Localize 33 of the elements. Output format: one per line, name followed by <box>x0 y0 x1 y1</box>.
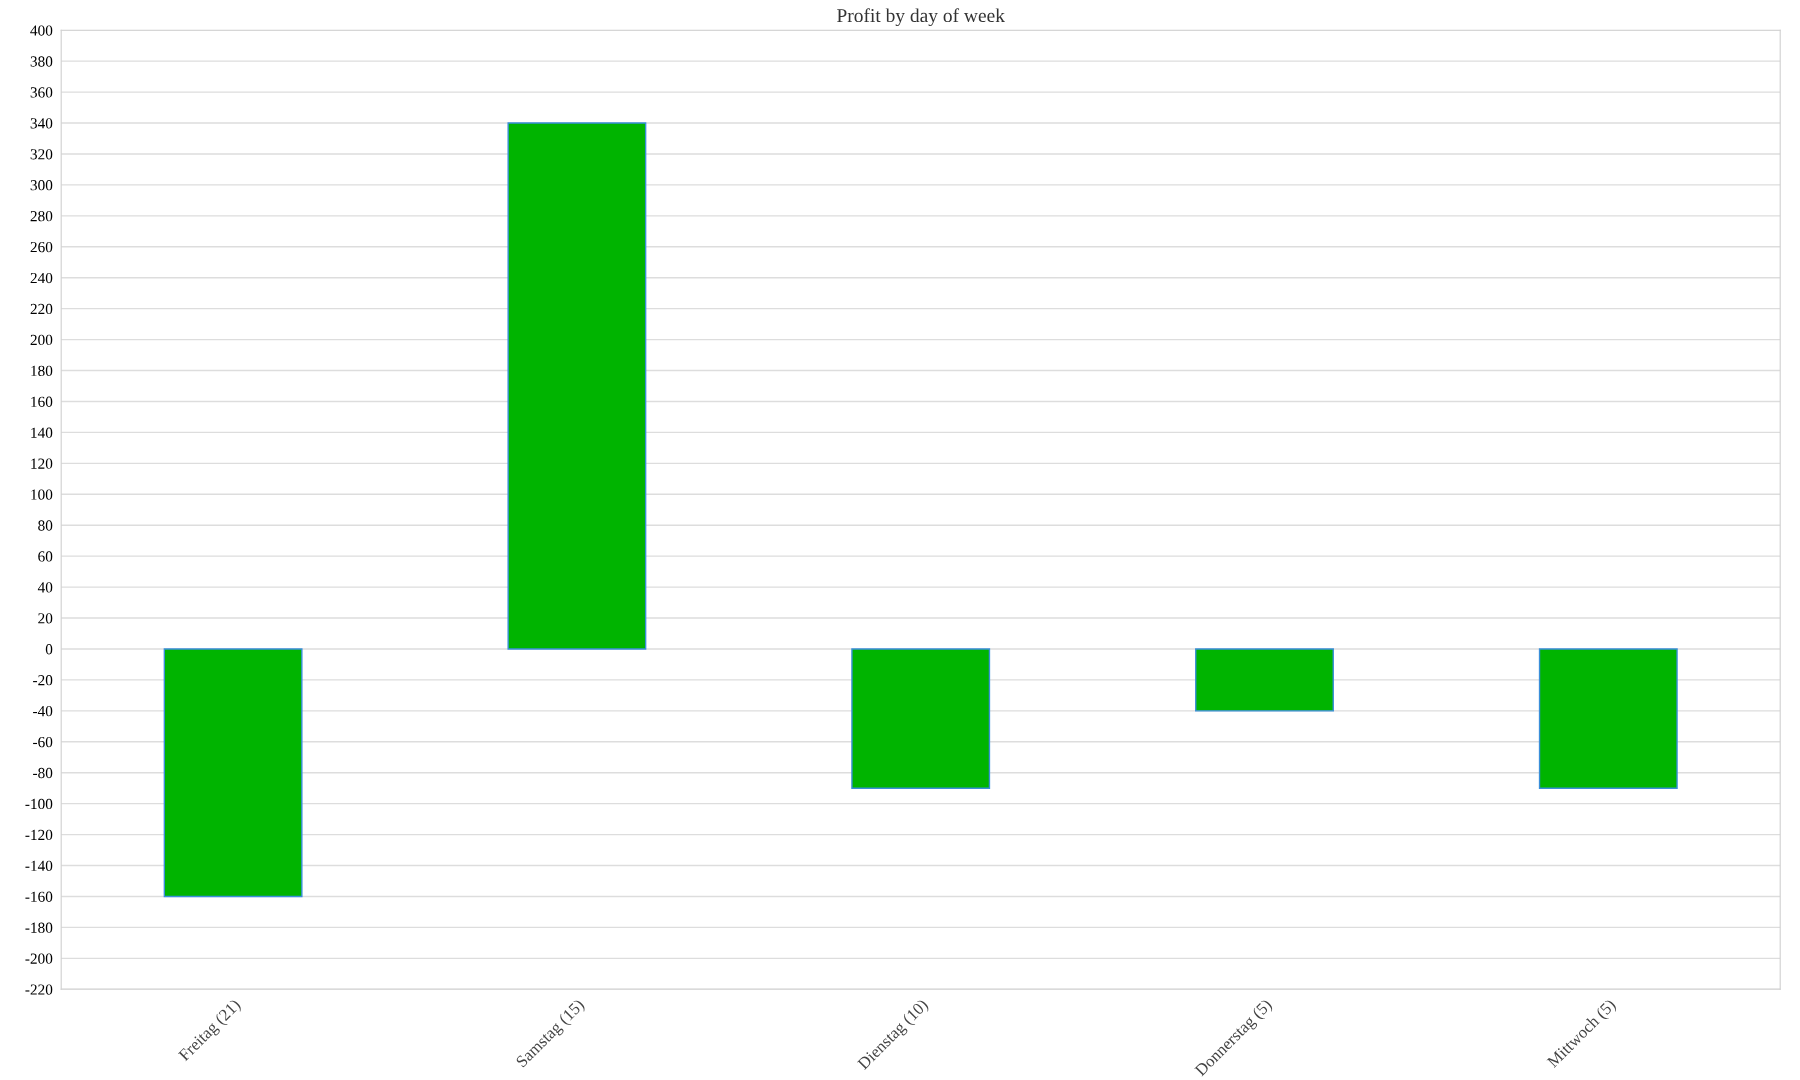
y-tick-label: -140 <box>25 860 53 871</box>
y-tick-label: 40 <box>37 582 53 593</box>
y-tick-label: 60 <box>38 551 53 562</box>
y-tick-label: 400 <box>30 25 53 36</box>
y-tick-label: 80 <box>38 520 53 531</box>
y-tick-label: 0 <box>45 644 53 655</box>
y-tick-label: 280 <box>30 211 53 222</box>
y-tick-label: 160 <box>31 396 53 407</box>
y-tick-label: -60 <box>33 736 53 748</box>
y-tick-label: 100 <box>31 489 53 500</box>
y-tick-label: -120 <box>25 829 53 841</box>
y-tick-label: -20 <box>33 675 53 686</box>
y-tick-label: 260 <box>30 241 53 253</box>
y-tick-label: 300 <box>30 180 53 191</box>
y-tick-label: 320 <box>30 149 53 160</box>
y-tick-label: -100 <box>25 798 53 810</box>
y-tick-label: -180 <box>25 922 53 933</box>
y-tick-label: -220 <box>25 984 53 995</box>
y-tick-label: 340 <box>30 118 53 129</box>
chart-title: Profit by day of week <box>837 8 1005 27</box>
y-tick-label: -200 <box>25 953 53 964</box>
y-tick-label: -80 <box>33 767 53 779</box>
y-tick-label: 180 <box>31 365 53 376</box>
y-tick-label: -40 <box>33 705 53 717</box>
y-tick-label: 240 <box>30 272 53 284</box>
y-tick-label: 380 <box>30 56 53 67</box>
y-tick-label: 360 <box>30 87 53 98</box>
y-tick-label: -160 <box>25 891 53 902</box>
y-tick-label: 120 <box>31 458 53 469</box>
y-tick-label: 20 <box>38 613 53 624</box>
y-tick-label: 140 <box>31 427 53 438</box>
y-tick-label: 220 <box>30 303 53 315</box>
y-tick-label: 200 <box>30 334 53 346</box>
